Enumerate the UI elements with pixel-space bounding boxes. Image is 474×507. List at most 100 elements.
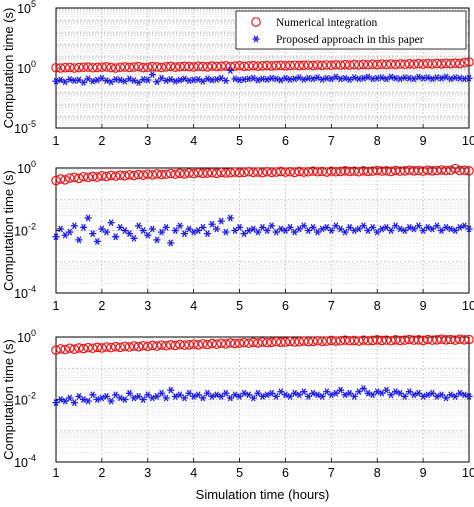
data-point <box>253 61 263 71</box>
data-point <box>112 233 120 241</box>
data-point <box>184 168 194 178</box>
data-point <box>390 59 401 70</box>
data-point <box>216 61 226 71</box>
data-point <box>56 225 65 233</box>
data-point <box>101 171 112 182</box>
series-numerical-integration <box>51 334 474 355</box>
data-point <box>202 168 213 178</box>
data-point <box>135 392 143 400</box>
data-point <box>332 222 340 230</box>
data-point <box>220 168 231 178</box>
data-point <box>139 227 147 234</box>
data-point <box>92 172 103 182</box>
data-point <box>413 165 424 176</box>
data-point <box>396 389 404 397</box>
y-tick-label: 100 <box>17 159 36 176</box>
data-point <box>179 61 190 72</box>
data-point <box>441 58 451 69</box>
data-point <box>222 389 230 397</box>
series-numerical-integration <box>51 57 474 73</box>
data-point <box>286 223 294 231</box>
data-point <box>66 228 74 236</box>
data-point <box>262 166 272 177</box>
data-point <box>281 227 290 234</box>
data-point <box>326 60 337 71</box>
x-tick-label: 4 <box>190 299 197 313</box>
data-point <box>323 223 331 231</box>
legend-marker-asterisk <box>252 35 260 43</box>
data-point <box>211 61 222 72</box>
data-point <box>110 171 121 181</box>
data-point <box>61 397 69 405</box>
x-axis-title: Simulation time (hours) <box>196 487 330 502</box>
x-tick-label: 10 <box>462 466 474 480</box>
data-point <box>433 222 441 230</box>
data-point <box>97 62 107 72</box>
data-point <box>115 342 126 353</box>
data-point <box>55 174 66 184</box>
data-point <box>372 165 383 176</box>
data-point <box>410 225 418 233</box>
data-point <box>304 227 312 234</box>
data-point <box>257 167 268 178</box>
data-point <box>369 391 377 399</box>
data-point <box>66 75 74 83</box>
data-point <box>271 336 282 347</box>
data-point <box>428 225 436 233</box>
data-point <box>202 339 213 350</box>
data-point <box>101 342 112 352</box>
data-point <box>87 62 98 73</box>
data-point <box>451 392 459 400</box>
data-point <box>245 391 253 399</box>
data-point <box>358 335 369 345</box>
data-point <box>89 230 97 238</box>
data-point <box>79 78 88 86</box>
data-point <box>304 392 312 400</box>
data-point <box>170 169 181 180</box>
data-point <box>222 77 230 85</box>
data-point <box>234 60 245 71</box>
data-point <box>336 386 345 394</box>
data-point <box>281 74 290 82</box>
data-point <box>207 61 217 71</box>
data-point <box>428 75 436 83</box>
data-point <box>422 165 433 175</box>
data-point <box>285 336 295 347</box>
data-point <box>198 168 208 179</box>
data-point <box>341 74 349 82</box>
data-point <box>312 60 323 70</box>
data-point <box>254 76 262 84</box>
data-point <box>303 166 314 177</box>
data-point <box>129 341 139 351</box>
data-point <box>404 165 415 175</box>
data-point <box>97 171 107 181</box>
data-point <box>211 339 222 349</box>
data-point <box>409 335 419 345</box>
x-tick-label: 2 <box>98 299 105 313</box>
data-point <box>289 337 300 347</box>
data-point <box>418 335 428 346</box>
data-point <box>326 166 337 176</box>
data-point <box>175 61 185 72</box>
data-point <box>414 222 423 230</box>
data-point <box>359 222 368 230</box>
data-point <box>138 170 148 180</box>
data-point <box>106 342 116 353</box>
data-point <box>179 340 190 350</box>
data-point <box>450 58 461 68</box>
data-point <box>369 223 377 231</box>
data-point <box>355 225 363 233</box>
legend: Numerical integration Proposed approach i… <box>235 10 467 50</box>
data-point <box>294 336 305 347</box>
data-point <box>248 60 259 71</box>
data-point <box>142 169 153 180</box>
data-point <box>253 167 263 177</box>
data-point <box>74 62 84 73</box>
data-point <box>386 335 396 346</box>
data-point <box>451 227 459 234</box>
data-point <box>254 389 262 397</box>
data-point <box>381 335 392 345</box>
data-point <box>184 340 194 350</box>
data-point <box>75 392 83 400</box>
